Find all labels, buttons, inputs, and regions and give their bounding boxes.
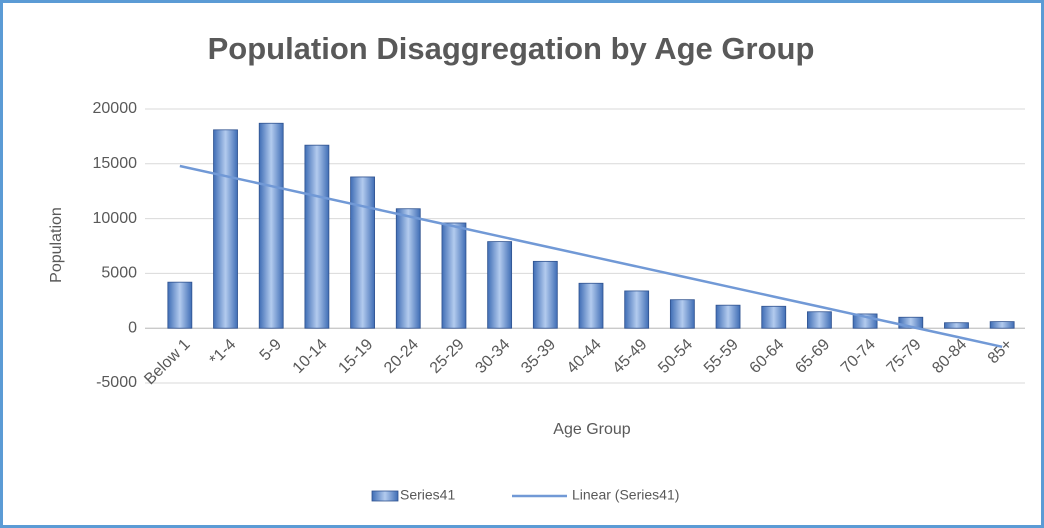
bar [487,241,513,329]
bar [669,299,695,329]
y-axis-title: Population [48,207,65,283]
bar [944,322,969,329]
chart-title: Population Disaggregation by Age Group [208,31,815,66]
legend-label: Series41 [400,487,455,503]
bar [578,282,604,329]
bar [989,321,1015,329]
bar [624,290,650,329]
bar [395,208,421,329]
bar [715,304,741,329]
legend-swatch [371,490,399,502]
bar [807,311,832,329]
bar [761,305,787,329]
bar [213,129,238,329]
bar [304,144,330,329]
trend-line [179,164,1003,349]
legend-label: Linear (Series41) [572,487,679,503]
bar [532,260,558,329]
y-tick-label: -5000 [96,374,137,391]
bar [258,122,284,329]
y-tick-label: 15000 [93,155,138,172]
bar [167,281,193,329]
y-tick-label: 20000 [93,100,138,117]
y-tick-label: 0 [128,319,137,336]
bar [898,316,924,329]
x-axis-title: Age Group [553,421,630,438]
y-tick-label: 5000 [101,265,137,282]
y-tick-label: 10000 [93,210,138,227]
bar [441,222,467,329]
bar [350,176,375,329]
